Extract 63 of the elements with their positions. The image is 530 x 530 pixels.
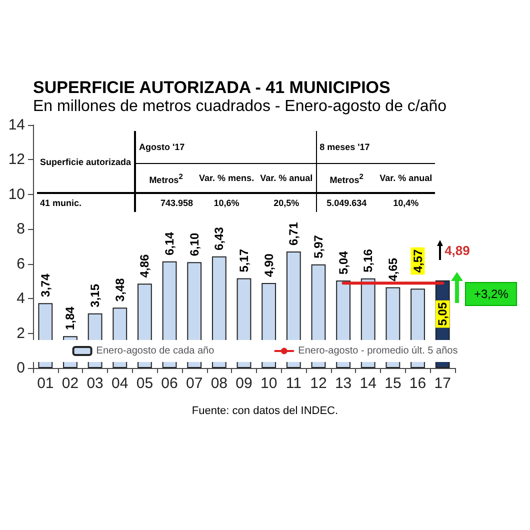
y-tick-label: 10	[8, 186, 25, 203]
annotation: 20,5%	[257, 193, 316, 212]
annotation: Superficie autorizada	[37, 131, 136, 193]
data-label: 4,90	[262, 253, 276, 277]
y-tick-label: 14	[8, 116, 25, 134]
data-label: 6,71	[286, 222, 301, 246]
annotation: Metros$^{2}$	[316, 164, 377, 193]
data-label: 3,15	[88, 284, 102, 308]
data-label: 6,43	[212, 226, 226, 250]
x-tick-label: 17	[434, 375, 451, 392]
x-tick-label: 15	[384, 375, 402, 392]
data-label: 4,65	[386, 258, 400, 282]
y-tick-label: 8	[16, 220, 25, 238]
annotation: 41 munic.	[37, 193, 136, 212]
x-tick-label: 11	[286, 375, 302, 392]
annotation: 4,89	[444, 243, 470, 258]
y-tick-label: 2	[16, 324, 25, 342]
annotation: 8 meses '17	[316, 131, 436, 164]
x-tick-label: 10	[260, 375, 278, 392]
annotation: Var. % anual	[376, 164, 436, 193]
x-tick-label: 04	[112, 375, 128, 392]
y-tick-label: 0	[16, 360, 25, 376]
x-tick-label: 06	[161, 375, 178, 392]
data-label: 5,04	[336, 250, 350, 275]
data-label: 5,17	[237, 248, 251, 272]
data-label: 5,05	[436, 302, 450, 326]
annotation: 743.958	[159, 197, 194, 210]
x-tick-label: 13	[334, 375, 352, 392]
annotation: Metros$^{2}$	[135, 164, 196, 193]
text: +3,2%	[465, 282, 518, 306]
y-tick-label: 12	[8, 151, 25, 168]
annotation: Var. % mens.	[196, 164, 258, 193]
data-label: 5,97	[311, 234, 326, 258]
data-label: 6,10	[187, 232, 202, 256]
y-tick-label: 4	[16, 290, 25, 308]
annotation: 10,6%	[212, 197, 240, 210]
data-label: 3,48	[112, 278, 127, 302]
source-note: Fuente: con datos del INDEC.	[190, 405, 340, 417]
x-tick-label: 09	[236, 375, 252, 392]
x-tick-label: 05	[136, 375, 154, 392]
x-tick-label: 07	[186, 375, 203, 392]
y-tick-label: 6	[16, 255, 25, 272]
data-label: 5,16	[361, 248, 376, 272]
x-tick-label: 01	[37, 375, 54, 392]
annotation: 5.049.634	[326, 197, 368, 210]
data-label: 1,84	[63, 306, 78, 330]
chart-title: SUPERFICIE AUTORIZADA - 41 MUNICIPIOS	[33, 78, 390, 98]
x-tick-label: 03	[86, 375, 104, 392]
x-tick-label: 08	[210, 375, 228, 392]
legend-label: Enero-agosto de cada año	[96, 346, 215, 356]
data-label: 4,57	[410, 248, 425, 273]
x-tick-label: 14	[360, 375, 376, 392]
annotation: Var. % anual	[257, 164, 316, 193]
data-label: 3,74	[38, 273, 52, 298]
annotation: Agosto '17	[135, 131, 316, 164]
chart-subtitle: En millones de metros cuadrados - Enero-agosto de c/año	[33, 98, 447, 116]
x-tick-label: 16	[409, 375, 426, 392]
data-label: 4,86	[138, 254, 152, 278]
x-tick-label: 12	[310, 375, 327, 392]
annotation: 10,4%	[392, 197, 420, 210]
data-label: 6,14	[162, 232, 177, 256]
legend-label: Enero-agosto - promedio últ. 5 años	[298, 346, 458, 356]
x-tick-label: 02	[62, 375, 79, 392]
